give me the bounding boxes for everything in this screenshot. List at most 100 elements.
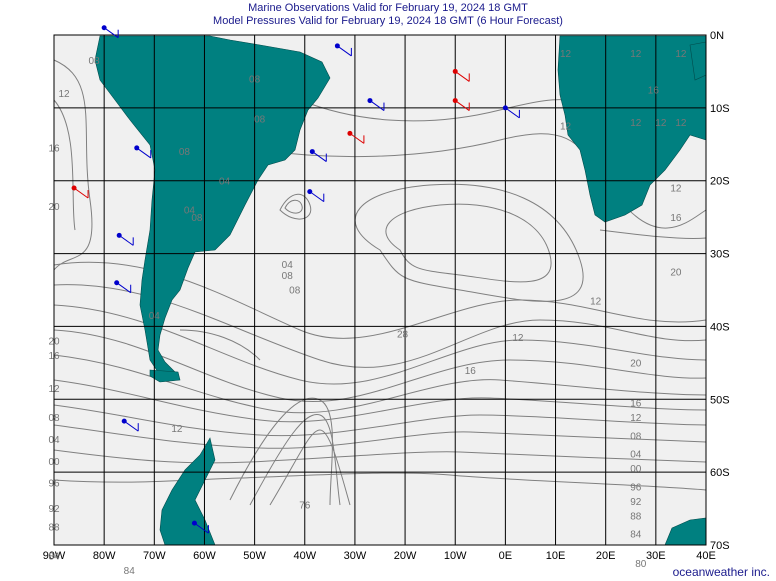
isobar-label: 04: [219, 176, 231, 187]
lat-lon-grid: [54, 35, 706, 545]
observation-station: [307, 189, 325, 203]
map-title-model-pressures: Model Pressures Valid for February 19, 2…: [213, 15, 563, 27]
station-dot: [71, 185, 77, 191]
isobar-label: 04: [184, 206, 196, 217]
marine-observations: [71, 25, 520, 534]
longitude-labels: 90W 80W 70W 60W 50W 40W 30W 20W 10W 0E 10E 20E 30E 40…: [43, 550, 716, 562]
longitude-label: 80W: [93, 550, 116, 562]
isobar-label: 20: [630, 359, 642, 370]
isobar-label: 84: [124, 566, 136, 577]
tierra-del-fuego: [149, 369, 181, 383]
isobar-label: 04: [149, 311, 161, 322]
longitude-label: 0E: [499, 550, 512, 562]
observation-station: [367, 98, 385, 111]
isobar-label: 12: [630, 118, 642, 129]
station-dot: [367, 98, 373, 104]
station-dot: [191, 520, 197, 526]
wind-barb-staff: [309, 191, 325, 203]
observation-station: [101, 25, 119, 39]
isobar-label: 12: [560, 122, 572, 133]
observation-station: [71, 185, 89, 199]
isobar-label: 00: [630, 464, 642, 475]
isobar-label: 16: [48, 351, 60, 362]
longitude-label: 60W: [193, 550, 216, 562]
longitude-label: 30W: [344, 550, 367, 562]
isobar-label: 84: [48, 552, 60, 563]
isobar-label: 16: [630, 399, 642, 410]
observation-station: [309, 149, 327, 162]
latitude-label: 60S: [710, 467, 730, 479]
longitude-label: 10E: [546, 550, 566, 562]
isobar-lines: [53, 59, 707, 506]
isobar-label: 12: [655, 118, 667, 129]
isobar-label: 12: [560, 49, 572, 60]
longitude-label: 90W: [43, 550, 66, 562]
wind-barb-staff: [454, 100, 470, 111]
isobar-label: 80: [635, 559, 647, 570]
isobar-label: 16: [48, 144, 60, 155]
observation-station: [121, 418, 139, 432]
station-dot: [101, 25, 107, 31]
isobar-label: 12: [48, 384, 60, 395]
isobar-label: 12: [630, 49, 642, 60]
isobar-label: 04: [48, 435, 60, 446]
station-dot: [114, 280, 120, 286]
latitude-label: 40S: [710, 321, 730, 333]
latitude-label: 20S: [710, 176, 730, 188]
isobar-label: 08: [48, 413, 60, 424]
isobar-label: 88: [630, 512, 642, 523]
credit-text: oceanweather inc.: [672, 565, 770, 579]
longitude-label: 40E: [696, 550, 716, 562]
isobar-label: 12: [171, 424, 183, 435]
observation-station: [452, 68, 470, 82]
station-dot: [134, 145, 140, 151]
isobar-labels: 1216202016120804009692888484120804082816…: [48, 49, 687, 577]
wind-barb-staff: [454, 71, 470, 82]
isobar-label: 20: [48, 202, 60, 213]
isobar-label: 08: [282, 271, 294, 282]
longitude-label: 70W: [143, 550, 166, 562]
isobar-label: 08: [254, 114, 266, 125]
wind-barb-staff: [116, 282, 131, 294]
longitude-label: 20E: [596, 550, 616, 562]
latitude-label: 50S: [710, 394, 730, 406]
observation-station: [502, 105, 520, 119]
station-dot: [452, 68, 458, 74]
isobar-label: 28: [397, 329, 409, 340]
isobar-label: 92: [48, 504, 60, 515]
latitude-label: 70S: [710, 540, 730, 552]
isobar-label: 08: [289, 286, 301, 297]
wind-barb-staff: [73, 187, 89, 199]
latitude-label: 0N: [710, 30, 724, 42]
africa: [557, 35, 707, 223]
isobar-label: 12: [630, 413, 642, 424]
station-dot: [121, 418, 127, 424]
isobar-label: 08: [630, 431, 642, 442]
station-dot: [334, 43, 340, 49]
isobar-label: 16: [670, 213, 682, 224]
isobar-label: 08: [191, 213, 203, 224]
latitude-labels: 0N 10S 20S 30S 40S 50S 60S 70S: [710, 30, 730, 552]
isobar-label: 96: [48, 479, 60, 490]
isobar-label: 04: [282, 260, 294, 271]
observation-station: [452, 98, 470, 111]
wind-barb-staff: [136, 147, 152, 159]
station-dot: [502, 105, 508, 111]
wind-barb-staff: [118, 234, 134, 246]
observation-station: [191, 520, 209, 534]
latitude-label: 10S: [710, 103, 730, 115]
isobar-label: 88: [48, 522, 60, 533]
isobar-label: 16: [648, 85, 660, 96]
isobar-label: 12: [675, 49, 687, 60]
wind-barb-staff: [349, 132, 365, 144]
map-frame: [53, 34, 707, 546]
isobar-label: 16: [465, 366, 477, 377]
observation-station: [347, 130, 365, 144]
station-dot: [116, 232, 122, 238]
station-dot: [309, 149, 315, 155]
longitude-label: 50W: [243, 550, 266, 562]
observation-station: [134, 145, 152, 159]
longitude-label: 20W: [394, 550, 417, 562]
isobar-label: 92: [630, 497, 642, 508]
